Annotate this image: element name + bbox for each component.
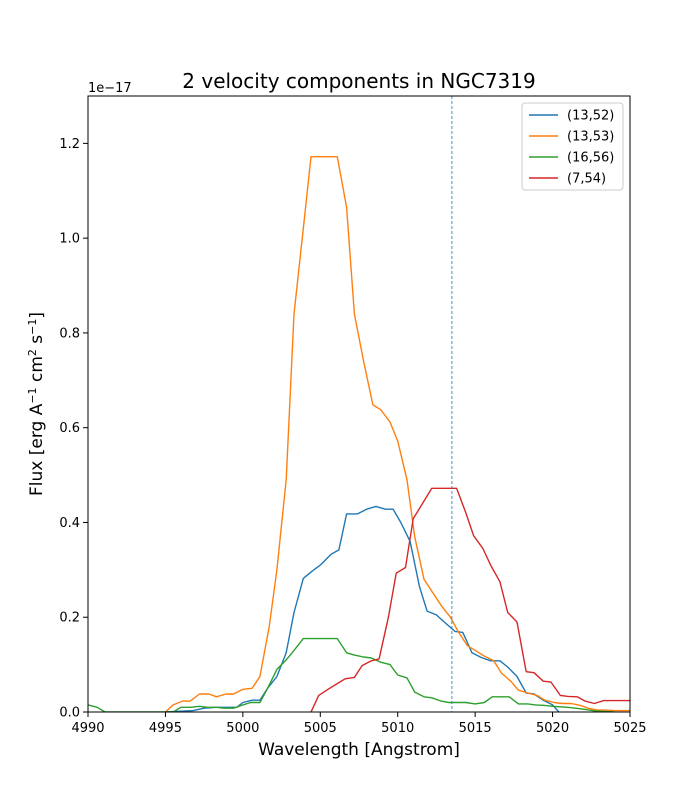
x-axis-label: Wavelength [Angstrom] (258, 740, 460, 760)
y-tick-label: 0.2 (59, 611, 80, 626)
y-tick-label: 1.2 (59, 137, 80, 152)
x-tick-label: 5005 (304, 721, 337, 736)
legend-label: (13,53) (567, 130, 614, 145)
y-axis-label-part: 2 (26, 349, 39, 356)
x-tick-label: 4995 (149, 721, 182, 736)
y-tick-label: 1.0 (59, 232, 80, 247)
plot-frame (87, 95, 631, 713)
legend: (13,52) (13,53) (16,56) (7,54) (521, 102, 624, 191)
series-layer (88, 156, 630, 712)
legend-label: (7,54) (567, 172, 606, 187)
y-tick-label: 0.0 (59, 706, 80, 721)
series-line-3 (310, 487, 630, 712)
x-tick-label: 5015 (459, 721, 492, 736)
x-tick-label: 5020 (536, 721, 569, 736)
chart-title: 2 velocity components in NGC7319 (182, 69, 535, 93)
y-tick-label: 0.4 (59, 516, 80, 531)
x-tick-label: 5000 (226, 721, 259, 736)
y-axis-label-part: −1 (26, 387, 39, 403)
x-axis: 4990 4995 5000 5005 5010 5015 5020 5025 (71, 712, 647, 736)
x-tick-label: 4990 (71, 721, 104, 736)
y-axis-label-part: Flux [erg A (27, 403, 47, 496)
x-tick-label: 5025 (613, 721, 646, 736)
legend-label: (16,56) (567, 151, 614, 166)
legend-box (521, 102, 624, 191)
x-tick-label: 5010 (381, 721, 414, 736)
y-tick-label: 0.8 (59, 326, 80, 341)
y-axis-label-part: cm (27, 356, 47, 387)
y-axis-label-part: s (27, 335, 47, 349)
y-axis-label-part: ] (27, 312, 47, 319)
y-axis-label: Flux [erg A−1 cm2 s−1] (26, 312, 48, 496)
y-axis: 0.0 0.2 0.4 0.6 0.8 1.0 1.2 (59, 137, 88, 721)
legend-label: (13,52) (567, 109, 614, 124)
series-line-0 (165, 505, 560, 712)
y-axis-label-part: −1 (26, 319, 39, 335)
offset-label: 1e−17 (88, 81, 132, 96)
series-line-1 (164, 156, 630, 712)
series-line-2 (88, 637, 615, 712)
y-tick-label: 0.6 (59, 421, 80, 436)
